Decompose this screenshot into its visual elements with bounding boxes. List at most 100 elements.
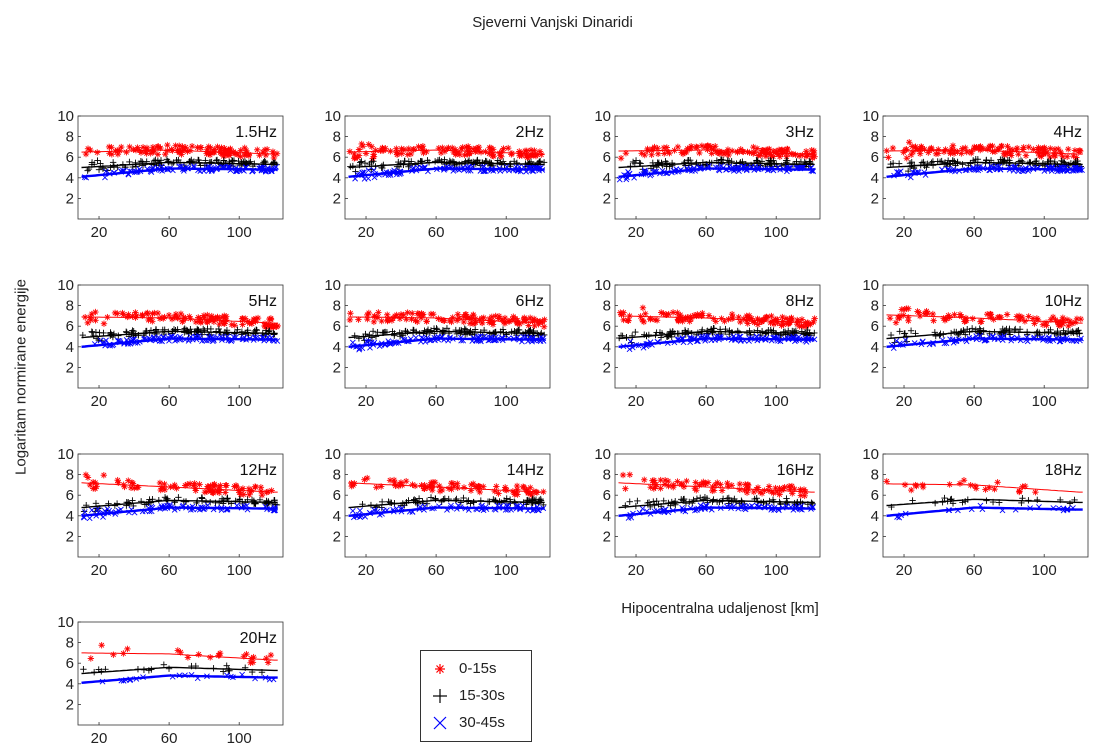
fit-line-0-15s	[618, 482, 815, 493]
y-tick-label: 8	[66, 298, 74, 315]
point-15-30s	[499, 326, 507, 333]
point-0-15s	[365, 309, 373, 317]
fit-line-15-30s	[81, 330, 278, 339]
y-tick-label: 10	[862, 108, 879, 125]
point-15-30s	[213, 156, 221, 164]
point-0-15s	[1052, 152, 1059, 160]
point-30-45s	[370, 167, 377, 173]
point-0-15s	[797, 492, 805, 499]
y-tick-label: 6	[603, 318, 611, 335]
fit-line-30-45s	[348, 337, 545, 348]
point-0-15s	[258, 491, 266, 499]
point-15-30s	[431, 158, 439, 165]
fit-line-15-30s	[348, 499, 545, 509]
y-tick-label: 2	[603, 528, 611, 545]
point-15-30s	[767, 157, 774, 164]
point-15-30s	[680, 495, 688, 503]
point-0-15s	[468, 481, 475, 489]
point-0-15s	[778, 146, 786, 153]
point-0-15s	[642, 310, 649, 317]
point-15-30s	[433, 325, 440, 332]
point-15-30s	[252, 500, 259, 507]
point-0-15s	[151, 309, 158, 317]
point-0-15s	[982, 486, 989, 493]
fit-line-15-30s	[886, 161, 1083, 169]
x-axis-label: Hipocentralna udaljenost [km]	[621, 600, 819, 617]
point-0-15s	[216, 649, 224, 657]
point-0-15s	[783, 145, 791, 153]
point-15-30s	[109, 159, 117, 166]
point-0-15s	[639, 304, 647, 311]
panel-frequency-label: 1.5Hz	[235, 124, 277, 141]
point-0-15s	[707, 143, 715, 150]
point-0-15s	[956, 480, 964, 487]
fit-line-0-15s	[618, 149, 815, 155]
y-tick-label: 10	[594, 446, 611, 463]
point-0-15s	[1003, 311, 1011, 318]
point-0-15s	[164, 147, 171, 154]
point-0-15s	[194, 144, 201, 151]
point-0-15s	[885, 154, 892, 161]
fit-line-30-45s	[618, 337, 815, 348]
fit-line-0-15s	[886, 149, 1083, 155]
fit-line-0-15s	[886, 483, 1083, 493]
point-0-15s	[423, 318, 430, 325]
point-0-15s	[402, 477, 410, 485]
point-0-15s	[84, 474, 92, 481]
point-0-15s	[207, 654, 214, 661]
fit-line-0-15s	[81, 652, 278, 661]
point-15-30s	[457, 329, 464, 337]
point-15-30s	[230, 157, 238, 164]
point-0-15s	[736, 480, 744, 488]
fit-line-30-45s	[81, 167, 278, 178]
point-0-15s	[471, 319, 478, 327]
point-0-15s	[1040, 150, 1048, 157]
point-0-15s	[513, 319, 521, 327]
point-0-15s	[538, 151, 545, 158]
point-15-30s	[498, 161, 505, 168]
point-0-15s	[404, 151, 411, 158]
point-0-15s	[156, 479, 164, 487]
point-15-30s	[378, 498, 386, 506]
point-15-30s	[198, 494, 206, 501]
point-0-15s	[172, 142, 179, 149]
point-0-15s	[254, 146, 261, 153]
point-0-15s	[216, 320, 223, 328]
point-0-15s	[251, 483, 259, 490]
point-0-15s	[181, 482, 189, 489]
panel-frequency-label: 12Hz	[240, 462, 277, 479]
point-15-30s	[909, 497, 916, 504]
fit-line-15-30s	[348, 330, 545, 339]
y-tick-label: 4	[66, 170, 74, 187]
fit-line-15-30s	[618, 161, 815, 169]
point-0-15s	[384, 317, 391, 325]
point-0-15s	[648, 146, 656, 154]
point-0-15s	[108, 151, 116, 158]
point-15-30s	[462, 158, 469, 165]
point-0-15s	[751, 149, 758, 156]
point-0-15s	[665, 482, 672, 490]
y-tick-label: 6	[333, 487, 341, 504]
plot-marks	[81, 141, 281, 181]
y-tick-label: 10	[57, 446, 74, 463]
point-0-15s	[1065, 145, 1072, 153]
x-tick-label: 20	[628, 224, 645, 241]
point-0-15s	[498, 153, 505, 160]
y-tick-label: 8	[66, 129, 74, 146]
x-tick-label: 20	[628, 562, 645, 579]
point-15-30s	[980, 327, 987, 334]
point-0-15s	[84, 145, 92, 152]
point-15-30s	[113, 500, 121, 507]
point-15-30s	[490, 330, 498, 337]
x-tick-label: 100	[764, 562, 789, 579]
point-15-30s	[725, 494, 733, 502]
point-0-15s	[217, 482, 224, 489]
point-0-15s	[263, 146, 271, 153]
panel-frequency-label: 8Hz	[786, 293, 814, 310]
point-15-30s	[358, 158, 365, 165]
point-0-15s	[744, 481, 752, 488]
panel-1.5Hz: 2 4 6 8 10 20 60 100 1.5Hz	[57, 108, 284, 241]
plot-marks	[886, 305, 1085, 352]
point-0-15s	[753, 145, 761, 152]
point-15-30s	[682, 500, 690, 507]
